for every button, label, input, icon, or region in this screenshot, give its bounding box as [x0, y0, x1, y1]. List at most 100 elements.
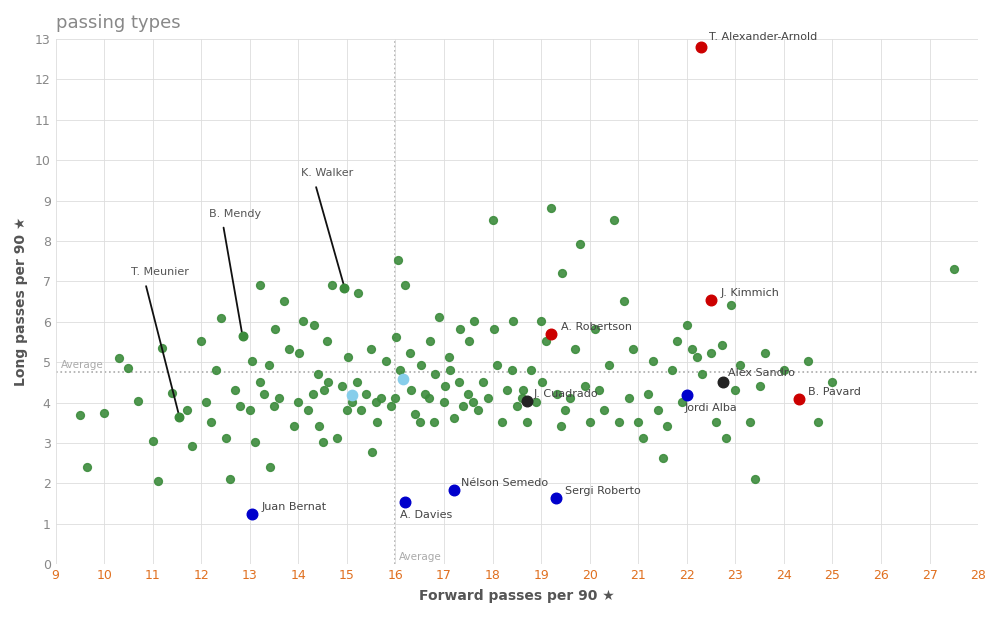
Point [364, 447, 380, 457]
Point [271, 393, 287, 403]
Point [120, 363, 136, 373]
Point [489, 360, 505, 370]
Point [310, 368, 326, 378]
Point [693, 42, 709, 52]
Point [256, 389, 272, 399]
Point [441, 352, 457, 362]
Point [703, 295, 719, 305]
Point [451, 377, 467, 387]
X-axis label: Forward passes per 90 ★: Forward passes per 90 ★ [419, 589, 615, 603]
Point [494, 417, 510, 427]
Point [417, 389, 433, 399]
Point [606, 215, 622, 225]
Point [946, 263, 962, 273]
Point [164, 387, 180, 397]
Text: Jordi Alba: Jordi Alba [684, 403, 737, 413]
Point [723, 300, 739, 310]
Point [340, 352, 356, 362]
Point [645, 357, 661, 366]
Point [373, 393, 389, 403]
Point [218, 433, 234, 443]
Point [437, 381, 453, 391]
Point [635, 433, 651, 443]
Point [203, 417, 219, 427]
Point [640, 389, 656, 399]
Point [534, 377, 550, 387]
Point [674, 397, 690, 407]
Text: Average: Average [399, 552, 442, 562]
Point [422, 336, 438, 346]
Point [208, 365, 224, 375]
Text: B. Pavard: B. Pavard [808, 387, 861, 397]
Point [732, 360, 748, 370]
Point [480, 393, 496, 403]
Point [388, 333, 404, 342]
Point [514, 393, 530, 403]
Point [630, 417, 646, 427]
Point [475, 377, 491, 387]
Point [227, 385, 243, 395]
Point [363, 344, 379, 354]
Point [703, 349, 719, 358]
Point [549, 389, 565, 399]
Point [397, 280, 413, 289]
Point [198, 397, 214, 407]
Point [515, 385, 531, 395]
Point [402, 349, 418, 358]
Point [383, 401, 399, 411]
Point [621, 393, 637, 403]
Point [548, 493, 564, 503]
Point [742, 417, 758, 427]
Point [387, 393, 403, 403]
Point [591, 385, 607, 395]
Point [244, 357, 260, 366]
Point [452, 324, 468, 334]
Point [350, 288, 366, 297]
Point [504, 365, 520, 375]
Point [171, 412, 187, 422]
Point [244, 509, 260, 519]
Point [311, 421, 327, 431]
Point [509, 401, 525, 411]
Point [353, 405, 369, 415]
Point [718, 433, 734, 443]
Point [601, 360, 617, 370]
Point [669, 336, 685, 346]
Point [291, 349, 307, 358]
Point [460, 389, 476, 399]
Point [266, 401, 282, 411]
Point [319, 336, 335, 346]
Point [154, 343, 170, 353]
Point [390, 255, 406, 265]
Point [407, 409, 423, 419]
Text: T. Meunier: T. Meunier [131, 267, 189, 278]
Point [334, 381, 350, 391]
Text: J. Cuadrado: J. Cuadrado [534, 389, 598, 399]
Point [655, 453, 671, 463]
Point [446, 413, 462, 423]
Point [582, 417, 598, 427]
Point [179, 405, 195, 415]
Point [130, 395, 146, 405]
Point [412, 417, 428, 427]
Point [316, 385, 332, 395]
Point [757, 349, 773, 358]
Point [752, 381, 768, 391]
Point [252, 280, 268, 289]
Point [519, 417, 535, 427]
Point [465, 397, 481, 407]
Point [261, 360, 277, 370]
Text: K. Walker: K. Walker [301, 168, 353, 178]
Point [413, 360, 429, 370]
Point [276, 296, 292, 306]
Point [664, 365, 680, 375]
Point [111, 354, 127, 363]
Point [567, 344, 583, 354]
Point [281, 344, 297, 354]
Point [587, 324, 603, 334]
Point [427, 368, 443, 378]
Point [791, 394, 807, 404]
Point [213, 313, 229, 323]
Point [247, 437, 263, 447]
Point [562, 393, 578, 403]
